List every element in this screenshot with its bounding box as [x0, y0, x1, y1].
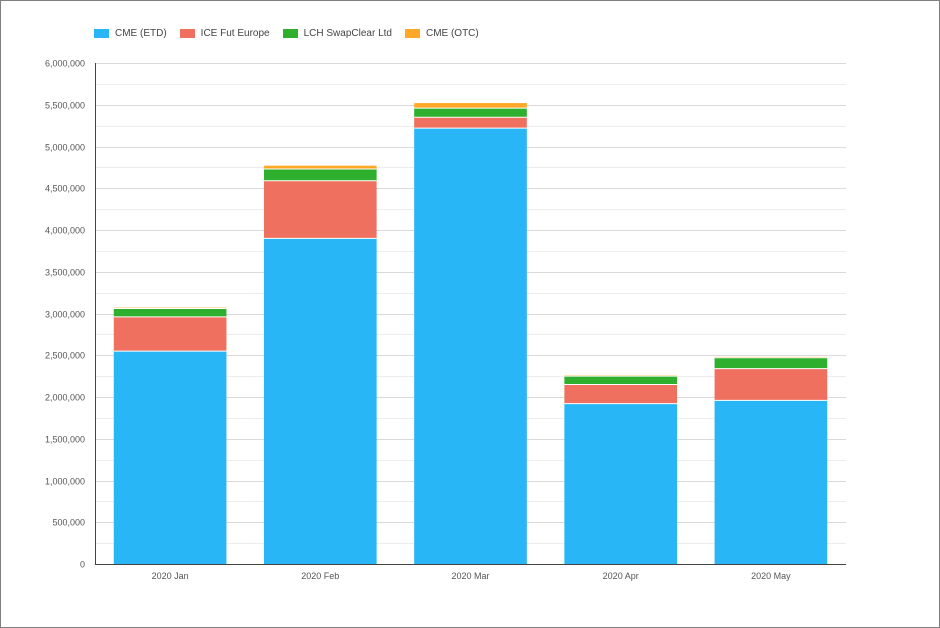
- bar-segment[interactable]: [263, 165, 377, 170]
- legend-label-cme-etd: CME (ETD): [115, 28, 167, 39]
- bar-segment[interactable]: [414, 128, 527, 564]
- bar-segment[interactable]: [263, 169, 377, 181]
- bar-segment[interactable]: [714, 368, 828, 401]
- bar-segment[interactable]: [564, 376, 678, 385]
- legend-item-ice-fut-europe[interactable]: ICE Fut Europe: [179, 28, 270, 39]
- y-tick-label: 3,000,000: [45, 310, 85, 320]
- legend-swatch-ice-fut-europe: [179, 29, 195, 38]
- y-tick-label: 4,000,000: [45, 226, 85, 236]
- y-tick-label: 0: [80, 560, 85, 570]
- x-tick-label: 2020 Mar: [451, 571, 489, 581]
- bar-segment[interactable]: [414, 108, 527, 118]
- bar-segment[interactable]: [414, 117, 527, 129]
- x-tick-label: 2020 May: [751, 571, 791, 581]
- y-tick-label: 5,000,000: [45, 143, 85, 153]
- bar-segment[interactable]: [263, 180, 377, 239]
- y-tick-label: 2,000,000: [45, 393, 85, 403]
- chart-legend: CME (ETD) ICE Fut Europe LCH SwapClear L…: [94, 28, 492, 39]
- legend-item-cme-etd[interactable]: CME (ETD): [94, 28, 167, 39]
- legend-item-cme-otc[interactable]: CME (OTC): [404, 28, 479, 39]
- bar-segment[interactable]: [714, 400, 828, 564]
- x-tick-label: 2020 Apr: [603, 571, 639, 581]
- x-tick-label: 2020 Jan: [152, 571, 189, 581]
- y-tick-label: 3,500,000: [45, 268, 85, 278]
- bar-segment[interactable]: [113, 308, 227, 317]
- y-tick-label: 1,000,000: [45, 477, 85, 487]
- bar-segment[interactable]: [714, 357, 828, 369]
- bar-segment[interactable]: [564, 403, 678, 564]
- y-tick-label: 1,500,000: [45, 435, 85, 445]
- bar-segment[interactable]: [113, 316, 227, 352]
- bar-segment[interactable]: [113, 351, 227, 564]
- y-tick-label: 4,500,000: [45, 184, 85, 194]
- y-tick-label: 500,000: [52, 518, 85, 528]
- bar-segment[interactable]: [414, 103, 527, 109]
- x-tick-label: 2020 Feb: [301, 571, 339, 581]
- legend-label-ice-fut-europe: ICE Fut Europe: [200, 28, 270, 39]
- y-tick-label: 2,500,000: [45, 351, 85, 361]
- bar-segment[interactable]: [564, 384, 678, 404]
- legend-item-lch-swapclear[interactable]: LCH SwapClear Ltd: [282, 28, 392, 39]
- y-tick-label: 6,000,000: [45, 59, 85, 69]
- bar-segment[interactable]: [263, 238, 377, 564]
- legend-swatch-lch-swapclear: [282, 29, 298, 38]
- legend-swatch-cme-etd: [94, 29, 109, 38]
- legend-label-lch-swapclear: LCH SwapClear Ltd: [303, 28, 392, 39]
- legend-label-cme-otc: CME (OTC): [425, 28, 479, 39]
- y-tick-label: 5,500,000: [45, 101, 85, 111]
- legend-swatch-cme-otc: [404, 29, 420, 38]
